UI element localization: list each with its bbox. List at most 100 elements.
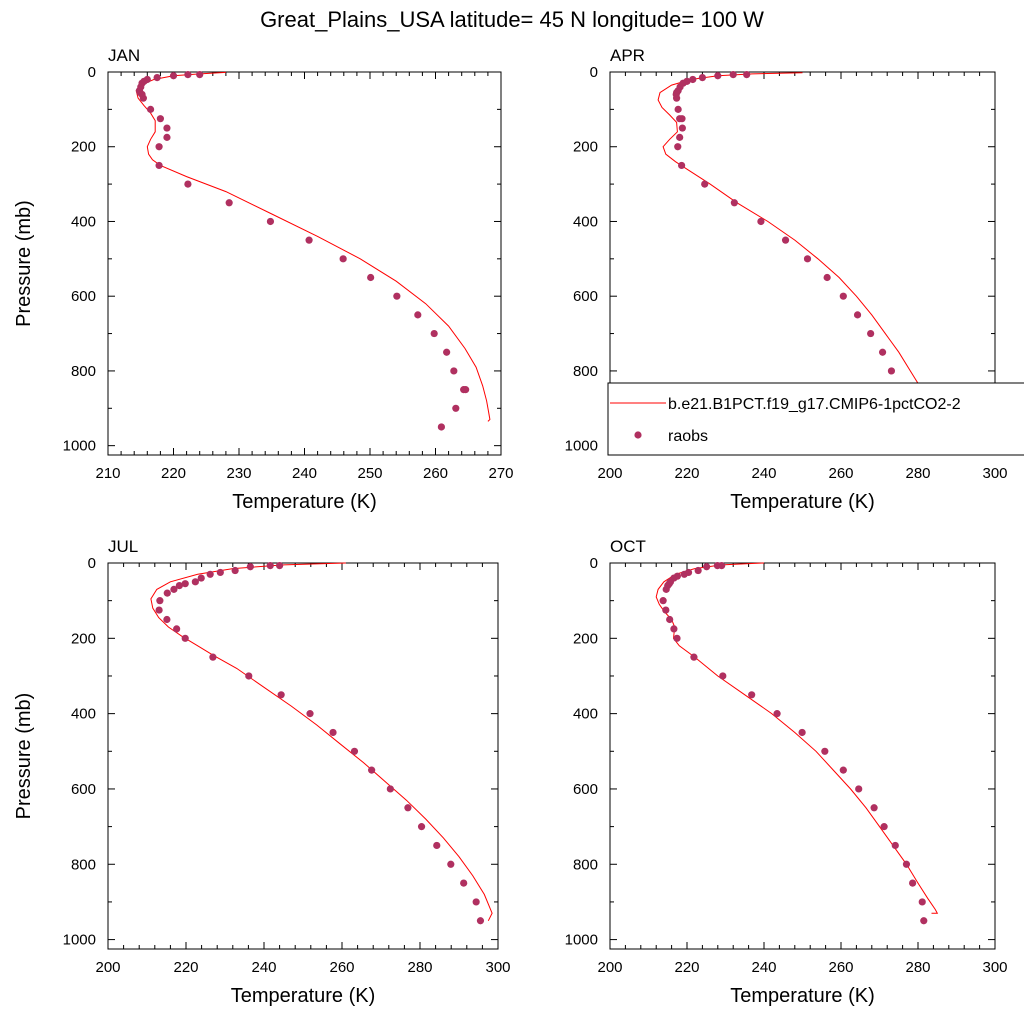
raobs-point xyxy=(757,217,765,226)
x-tick-label: 220 xyxy=(173,959,198,976)
y-tick-label: 600 xyxy=(71,288,96,305)
raobs-point xyxy=(821,747,829,755)
raobs-point xyxy=(690,653,698,661)
x-tick-label: 260 xyxy=(828,465,853,482)
raobs-point xyxy=(680,570,688,578)
raobs-point xyxy=(703,563,711,571)
raobs-point xyxy=(368,766,376,774)
x-tick-label: 280 xyxy=(905,465,930,482)
raobs-point xyxy=(673,634,681,642)
raobs-point xyxy=(437,423,445,431)
plot-frame xyxy=(609,562,996,950)
raobs-point xyxy=(155,143,163,151)
figure-title: Great_Plains_USA latitude= 45 N longitud… xyxy=(260,7,764,32)
x-tick-label: 200 xyxy=(597,465,622,482)
y-tick-label: 200 xyxy=(573,139,598,156)
raobs-point xyxy=(170,585,178,593)
x-tick-label: 300 xyxy=(982,465,1007,482)
raobs-point xyxy=(450,367,458,375)
x-tick-label: 220 xyxy=(161,465,186,482)
raobs-point xyxy=(181,634,189,642)
raobs-point xyxy=(191,578,199,586)
raobs-point xyxy=(225,199,233,207)
raobs-point xyxy=(386,785,394,793)
raobs-point xyxy=(153,74,161,82)
panel-jan: 210 220 230 240 250 260 270 0 200 400 600 800 1000 JA… xyxy=(13,46,514,513)
raobs-point xyxy=(146,105,155,113)
y-tick-label: 200 xyxy=(71,139,96,156)
x-tick-label: 260 xyxy=(828,959,853,976)
y-tick-label: 600 xyxy=(573,781,598,798)
raobs-point xyxy=(659,597,667,605)
raobs-point xyxy=(447,860,455,868)
x-tick-label: 300 xyxy=(982,959,1007,976)
x-axis-label: Temperature (K) xyxy=(730,985,875,1007)
raobs-point xyxy=(163,589,171,597)
raobs-point xyxy=(701,180,709,188)
raobs-point xyxy=(676,133,684,141)
plot-frame xyxy=(107,562,499,950)
panels: 210 220 230 240 250 260 270 0 200 400 600 800 1000 JA… xyxy=(13,46,1008,1007)
x-tick-label: 240 xyxy=(292,465,317,482)
raobs-point xyxy=(719,672,727,680)
raobs-point xyxy=(673,94,681,102)
raobs-point xyxy=(306,710,314,718)
model-profile-line xyxy=(655,562,939,914)
raobs-point xyxy=(156,115,164,123)
x-tick-label: 280 xyxy=(407,959,432,976)
y-tick-label: 0 xyxy=(590,64,598,81)
raobs-point xyxy=(887,367,896,375)
raobs-point xyxy=(880,823,888,831)
y-tick-label: 400 xyxy=(71,213,96,230)
raobs-point xyxy=(184,180,192,188)
raobs-point xyxy=(184,71,192,79)
raobs-point xyxy=(730,199,738,207)
panel-label: JUL xyxy=(108,537,138,556)
y-tick-label: 800 xyxy=(71,363,96,380)
x-tick-label: 250 xyxy=(357,465,382,482)
raobs-point xyxy=(156,597,164,605)
raobs-point xyxy=(743,71,751,79)
raobs-point xyxy=(430,329,438,338)
raobs-point xyxy=(902,860,911,868)
y-tick-label: 1000 xyxy=(565,438,598,455)
raobs-point xyxy=(329,728,337,737)
raobs-point xyxy=(433,841,441,850)
raobs-point xyxy=(729,71,737,79)
x-axis-label: Temperature (K) xyxy=(730,491,875,513)
y-axis-label: Pressure (mb) xyxy=(13,693,35,820)
raobs-point xyxy=(674,143,682,151)
legend-obs-label: raobs xyxy=(668,428,708,445)
raobs-point xyxy=(163,124,171,132)
raobs-point xyxy=(918,898,926,906)
raobs-point xyxy=(276,562,284,570)
legend-box xyxy=(607,382,1024,456)
raobs-point xyxy=(839,292,847,300)
raobs-point xyxy=(173,625,181,633)
model-profile-line xyxy=(657,72,936,420)
x-tick-label: 260 xyxy=(423,465,448,482)
raobs-point xyxy=(414,311,422,319)
legend-model-label: b.e21.B1PCT.f19_g17.CMIP6-1pctCO2-2 xyxy=(668,396,961,413)
raobs-point xyxy=(196,71,204,79)
raobs-point xyxy=(670,625,678,633)
raobs-point xyxy=(197,574,205,582)
raobs-point xyxy=(867,329,875,338)
y-tick-label: 1000 xyxy=(63,438,96,455)
raobs-point xyxy=(878,348,887,356)
raobs-point xyxy=(163,133,171,141)
raobs-point xyxy=(920,917,928,925)
x-tick-label: 230 xyxy=(226,465,251,482)
panel-oct: 200 220 240 260 280 300 0 200 400 600 800 1000 OCT Te… xyxy=(565,537,1008,1007)
raobs-point xyxy=(472,898,480,906)
raobs-point xyxy=(452,404,460,412)
raobs-point xyxy=(666,615,674,624)
raobs-point xyxy=(462,386,470,394)
x-tick-label: 280 xyxy=(905,959,930,976)
raobs-point xyxy=(714,72,722,80)
panel-apr: 200 220 240 260 280 300 0 200 400 600 800 1000 APR Te… xyxy=(565,46,1008,513)
x-tick-label: 220 xyxy=(674,959,699,976)
raobs-point xyxy=(678,124,686,132)
y-tick-label: 0 xyxy=(590,555,598,572)
x-tick-label: 260 xyxy=(329,959,354,976)
